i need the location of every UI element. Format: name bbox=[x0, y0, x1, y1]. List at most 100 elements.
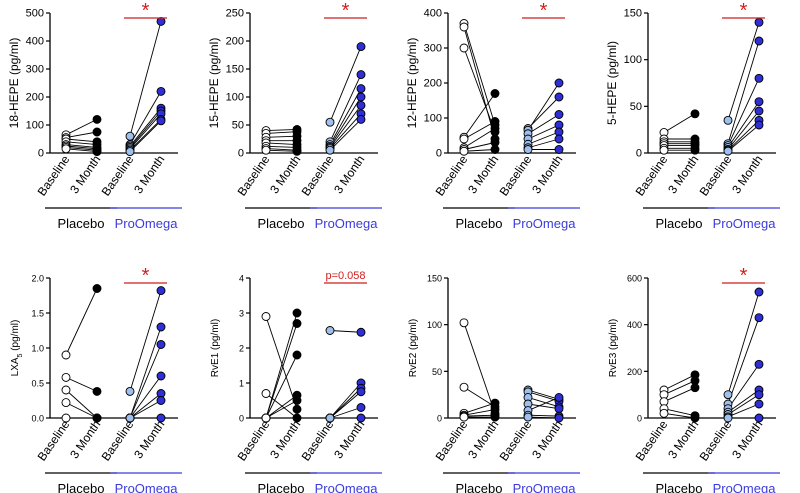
pair-line bbox=[463, 26, 496, 140]
baseline-point bbox=[61, 144, 71, 154]
month3-point bbox=[356, 387, 366, 397]
month3-point bbox=[690, 109, 700, 119]
pair-line bbox=[527, 397, 560, 411]
pair-line bbox=[663, 412, 696, 419]
month3-point bbox=[754, 313, 764, 323]
pair-line bbox=[527, 82, 560, 131]
y-axis-title-subscript: 5 bbox=[17, 353, 24, 357]
month3-point bbox=[690, 413, 700, 423]
month3-point bbox=[754, 359, 764, 369]
y-tick-label: 100 bbox=[624, 54, 642, 66]
pair-line bbox=[65, 146, 98, 151]
pair-line bbox=[463, 414, 496, 417]
baseline-point bbox=[61, 413, 71, 423]
month3-point bbox=[754, 413, 764, 423]
baseline-point bbox=[723, 390, 733, 400]
baseline-point bbox=[125, 131, 135, 141]
x-tick-label: Baseline bbox=[697, 152, 735, 198]
pair-line bbox=[463, 93, 496, 138]
pair-line bbox=[463, 47, 496, 133]
pair-line bbox=[463, 121, 496, 140]
pair-line bbox=[129, 393, 162, 419]
pair-line bbox=[663, 387, 696, 403]
month3-point bbox=[292, 146, 302, 156]
y-tick-label: 150 bbox=[427, 274, 442, 284]
group-label: ProOmega bbox=[115, 481, 179, 493]
y-tick-label: 50 bbox=[630, 101, 642, 113]
month3-point bbox=[554, 78, 564, 88]
pair-line bbox=[65, 138, 98, 143]
group-label: ProOmega bbox=[513, 216, 577, 231]
y-tick-label: 0 bbox=[239, 414, 244, 424]
chart-panel-2: 0 50 100 150 200 250 15-HEPE (pg/ml) Baseline3 … bbox=[207, 0, 382, 231]
month3-point bbox=[156, 286, 166, 296]
pair-line bbox=[527, 397, 560, 408]
group-label: ProOmega bbox=[315, 481, 379, 493]
month3-point bbox=[356, 327, 366, 337]
baseline-point bbox=[261, 312, 271, 321]
pair-line bbox=[65, 118, 98, 136]
y-axis-title: RvE2 (pg/ml) bbox=[408, 319, 419, 377]
y-axis-title-unit: (pg/ml) bbox=[10, 320, 21, 354]
y-tick-label: 0 bbox=[238, 148, 244, 160]
y-tick-label: 2.0 bbox=[31, 274, 44, 284]
y-tick-label: 0 bbox=[436, 148, 442, 160]
month3-point bbox=[754, 73, 764, 83]
month3-point bbox=[356, 70, 366, 80]
y-tick-label: 4 bbox=[239, 274, 244, 284]
baseline-point bbox=[125, 413, 135, 423]
month3-point bbox=[754, 17, 764, 27]
group-label: Placebo bbox=[258, 216, 305, 231]
baseline-point bbox=[125, 386, 135, 396]
pair-line bbox=[265, 323, 298, 419]
pair-line bbox=[265, 148, 298, 151]
month3-point bbox=[356, 84, 366, 94]
group-label: ProOmega bbox=[713, 481, 777, 493]
pair-line bbox=[527, 403, 560, 410]
pair-line bbox=[329, 46, 362, 123]
pair-line bbox=[129, 290, 162, 392]
baseline-point bbox=[325, 145, 335, 155]
pair-line bbox=[727, 394, 760, 415]
y-tick-label: 400 bbox=[26, 36, 44, 48]
pair-line bbox=[329, 382, 362, 419]
month3-point bbox=[92, 386, 102, 396]
pair-line bbox=[329, 88, 362, 145]
month3-point bbox=[92, 147, 102, 157]
x-tick-label: 3 Month bbox=[331, 153, 367, 197]
y-tick-label: 1.5 bbox=[31, 309, 44, 319]
month3-point bbox=[754, 106, 764, 116]
pair-line bbox=[265, 135, 298, 138]
y-tick-label: 300 bbox=[424, 43, 442, 55]
pair-line bbox=[727, 389, 760, 413]
pair-line bbox=[65, 376, 98, 392]
x-tick-label: Baseline bbox=[697, 417, 735, 463]
baseline-point bbox=[459, 382, 469, 392]
month3-point bbox=[292, 350, 302, 360]
month3-point bbox=[554, 413, 564, 423]
pair-line bbox=[329, 96, 362, 147]
pair-line bbox=[265, 394, 298, 419]
pair-line bbox=[463, 142, 496, 150]
month3-point bbox=[156, 340, 166, 349]
pair-line bbox=[727, 40, 760, 144]
month3-point bbox=[490, 145, 500, 154]
x-tick-label: Baseline bbox=[235, 417, 273, 463]
pair-line bbox=[527, 114, 560, 135]
pair-line bbox=[329, 407, 362, 419]
pair-line bbox=[65, 288, 98, 356]
significance-label: * bbox=[142, 0, 150, 22]
month3-point bbox=[156, 396, 166, 405]
y-tick-label: 250 bbox=[226, 8, 244, 20]
pair-line bbox=[129, 400, 162, 419]
pair-line bbox=[65, 402, 98, 419]
baseline-point bbox=[125, 147, 135, 157]
pair-line bbox=[329, 113, 362, 149]
baseline-point bbox=[61, 398, 71, 408]
month3-point bbox=[356, 114, 366, 124]
baseline-point bbox=[261, 145, 271, 155]
baseline-point bbox=[723, 413, 733, 423]
y-tick-label: 200 bbox=[424, 78, 442, 90]
